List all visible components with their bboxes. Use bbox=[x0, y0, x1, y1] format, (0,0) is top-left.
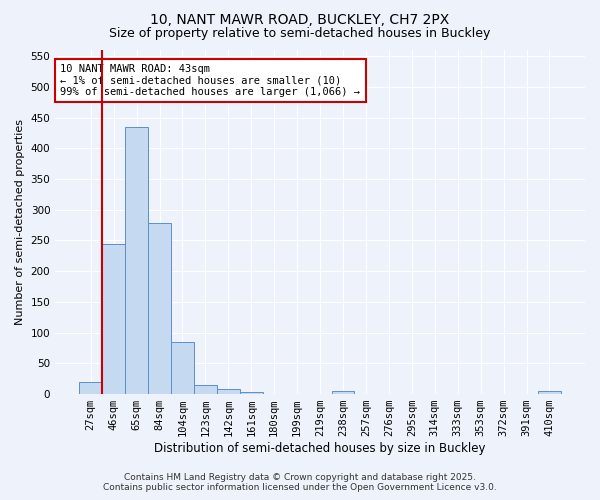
Text: Contains HM Land Registry data © Crown copyright and database right 2025.
Contai: Contains HM Land Registry data © Crown c… bbox=[103, 473, 497, 492]
Bar bbox=[79, 382, 102, 394]
Y-axis label: Number of semi-detached properties: Number of semi-detached properties bbox=[15, 119, 25, 325]
Bar bbox=[102, 244, 125, 394]
Bar bbox=[171, 342, 194, 394]
Bar bbox=[148, 224, 171, 394]
Bar bbox=[125, 127, 148, 394]
Text: 10 NANT MAWR ROAD: 43sqm
← 1% of semi-detached houses are smaller (10)
99% of se: 10 NANT MAWR ROAD: 43sqm ← 1% of semi-de… bbox=[61, 64, 361, 97]
X-axis label: Distribution of semi-detached houses by size in Buckley: Distribution of semi-detached houses by … bbox=[154, 442, 486, 455]
Bar bbox=[240, 392, 263, 394]
Bar bbox=[332, 391, 355, 394]
Bar bbox=[217, 389, 240, 394]
Text: 10, NANT MAWR ROAD, BUCKLEY, CH7 2PX: 10, NANT MAWR ROAD, BUCKLEY, CH7 2PX bbox=[151, 12, 449, 26]
Bar bbox=[538, 391, 561, 394]
Text: Size of property relative to semi-detached houses in Buckley: Size of property relative to semi-detach… bbox=[109, 28, 491, 40]
Bar bbox=[194, 386, 217, 394]
